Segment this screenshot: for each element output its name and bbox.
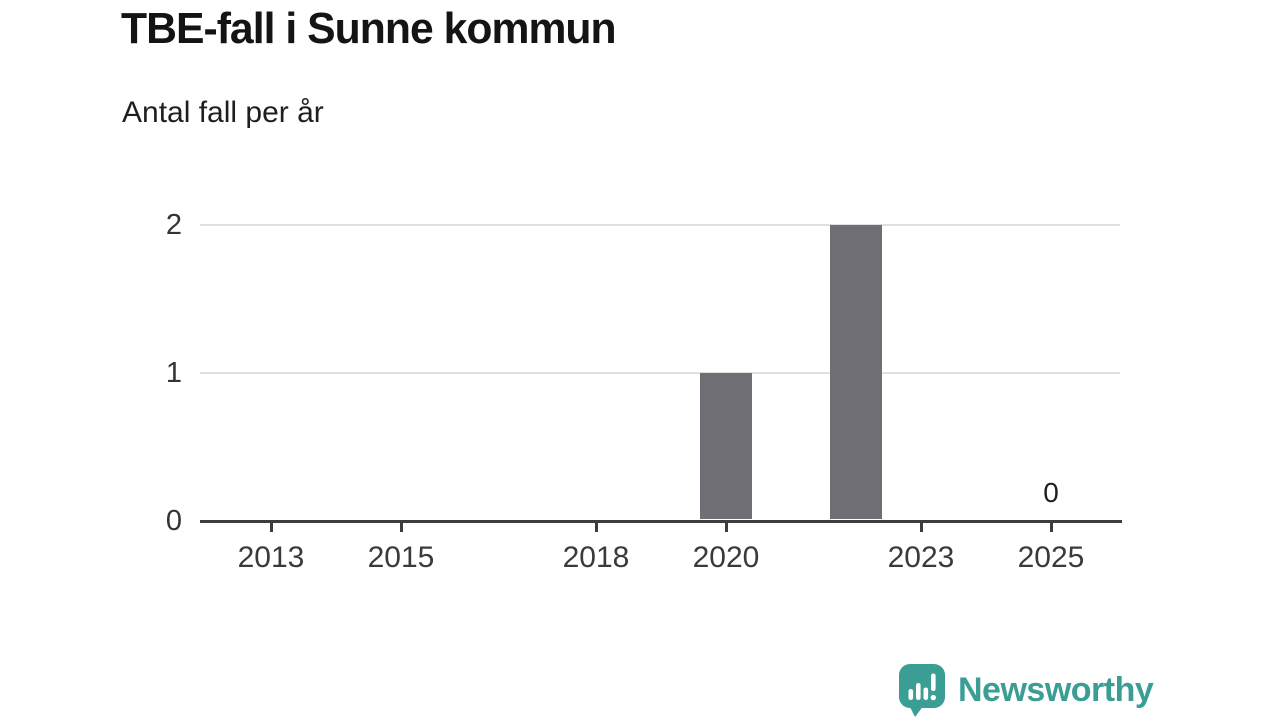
- gridline-y-2: [200, 224, 1120, 226]
- newsworthy-logo: Newsworthy: [898, 663, 1154, 717]
- chart-title: TBE-fall i Sunne kommun: [121, 4, 617, 53]
- chart-subtitle: Antal fall per år: [122, 96, 324, 129]
- x-axis-line: [200, 519, 1122, 523]
- x-axis-tick-2015: [399, 522, 403, 532]
- gridline-y-1: [200, 372, 1120, 374]
- x-axis-tick-label: 2023: [887, 541, 955, 574]
- bar-2020: [700, 373, 752, 519]
- newsworthy-speech-bubble-chart-icon: [899, 664, 945, 717]
- brand-name: Newsworthy: [958, 671, 1154, 709]
- x-axis-tick-label: 2020: [692, 541, 760, 574]
- bar-2022: [830, 225, 882, 519]
- y-axis-tick-label: 2: [165, 209, 182, 241]
- x-axis-tick-2023: [919, 522, 923, 532]
- x-axis-tick-2025: [1049, 522, 1053, 532]
- x-axis-tick-2020: [724, 522, 728, 532]
- x-axis-tick-2013: [269, 522, 273, 532]
- y-axis-tick-label: 1: [165, 357, 182, 389]
- x-axis-tick-2018: [594, 522, 598, 532]
- x-axis-tick-label: 2025: [1017, 541, 1085, 574]
- x-axis-tick-label: 2018: [562, 541, 630, 574]
- value-label-2025: 0: [1043, 477, 1059, 508]
- y-axis-tick-label: 0: [165, 505, 182, 537]
- x-axis-tick-label: 2015: [367, 541, 435, 574]
- x-axis-tick-label: 2013: [237, 541, 305, 574]
